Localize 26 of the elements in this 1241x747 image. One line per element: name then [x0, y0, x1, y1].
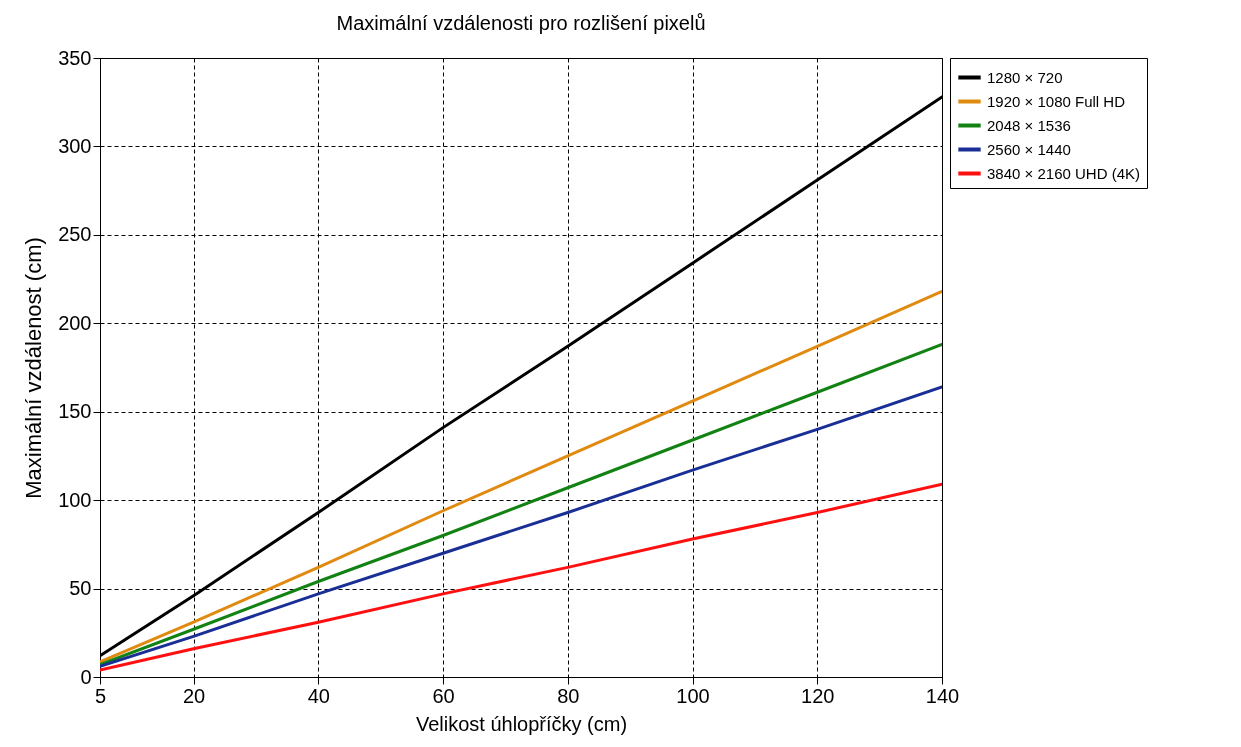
y-tick-label: 0 [80, 665, 92, 688]
x-tick-label: 5 [94, 684, 107, 707]
x-tick-label: 140 [925, 684, 960, 707]
line-series [100, 482, 942, 672]
x-tick-label: 20 [182, 684, 206, 707]
x-tick-label: 60 [432, 684, 455, 707]
y-tick-label: 250 [58, 223, 92, 246]
y-tick-label: 300 [58, 134, 92, 157]
x-tick-label: 120 [801, 684, 835, 707]
legend-label: 2048 × 1536 [987, 116, 1071, 134]
y-tick-label: 150 [58, 400, 92, 423]
legend-label: 3840 × 2160 UHD (4K) [987, 164, 1141, 182]
x-tick-label: 40 [307, 684, 330, 707]
x-axis-title: Velikost úhlopříčky (cm) [415, 712, 628, 735]
legend-label: 1920 × 1080 Full HD [987, 92, 1126, 110]
y-tick-label: 200 [58, 311, 92, 334]
x-tick-label: 80 [557, 684, 580, 707]
y-tick-label: 350 [58, 46, 92, 69]
legend-label: 1280 × 720 [987, 68, 1063, 86]
x-tick-label: 100 [676, 684, 710, 707]
y-axis-title: Maximální vzdálenost (cm) [21, 237, 47, 499]
chart-title: Maximální vzdálenosti pro rozlišení pixelů [336, 12, 706, 34]
line-series [100, 289, 942, 664]
y-tick-label: 100 [58, 488, 92, 511]
legend-label: 2560 × 1440 [987, 140, 1071, 158]
y-tick-label: 50 [69, 577, 92, 600]
